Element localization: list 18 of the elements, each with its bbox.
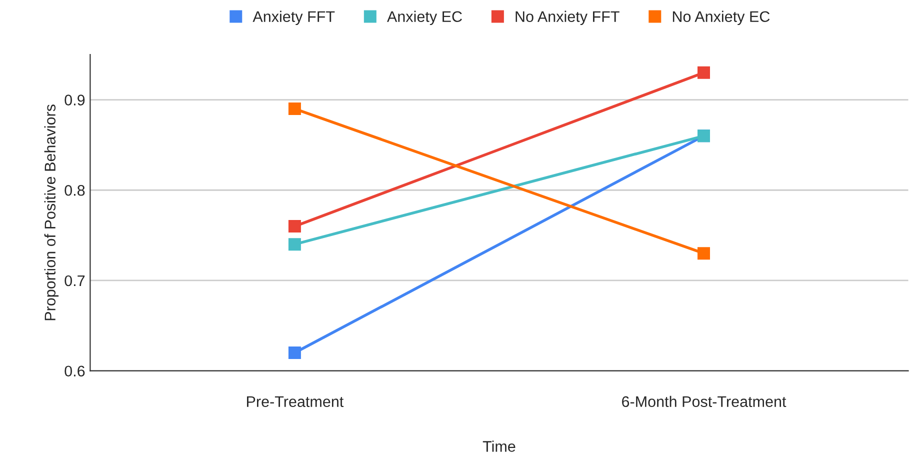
point <box>288 238 301 251</box>
x-tick-label: Pre-Treatment <box>247 396 344 408</box>
y-tick-label: 0.9 <box>64 94 85 106</box>
point <box>288 220 301 233</box>
point <box>697 66 710 79</box>
y-tick-label: 0.6 <box>64 366 85 377</box>
point <box>288 102 301 116</box>
y-tick-label: 0.8 <box>64 184 85 196</box>
x-axis-title: Time <box>482 440 516 452</box>
y-axis-title: Proportion of Positive Behaviors <box>44 104 59 320</box>
point <box>697 247 710 260</box>
legend-label: Anxiety FFT <box>252 10 335 26</box>
y-tick-label: 0.7 <box>64 275 85 286</box>
x-tick-label: 6-Month Post-Treatment <box>622 396 786 408</box>
point <box>288 346 301 360</box>
legend-label: No Anxiety EC <box>672 10 770 26</box>
legend-label: Anxiety EC <box>387 10 462 26</box>
legend-label: No Anxiety FFT <box>516 10 620 26</box>
